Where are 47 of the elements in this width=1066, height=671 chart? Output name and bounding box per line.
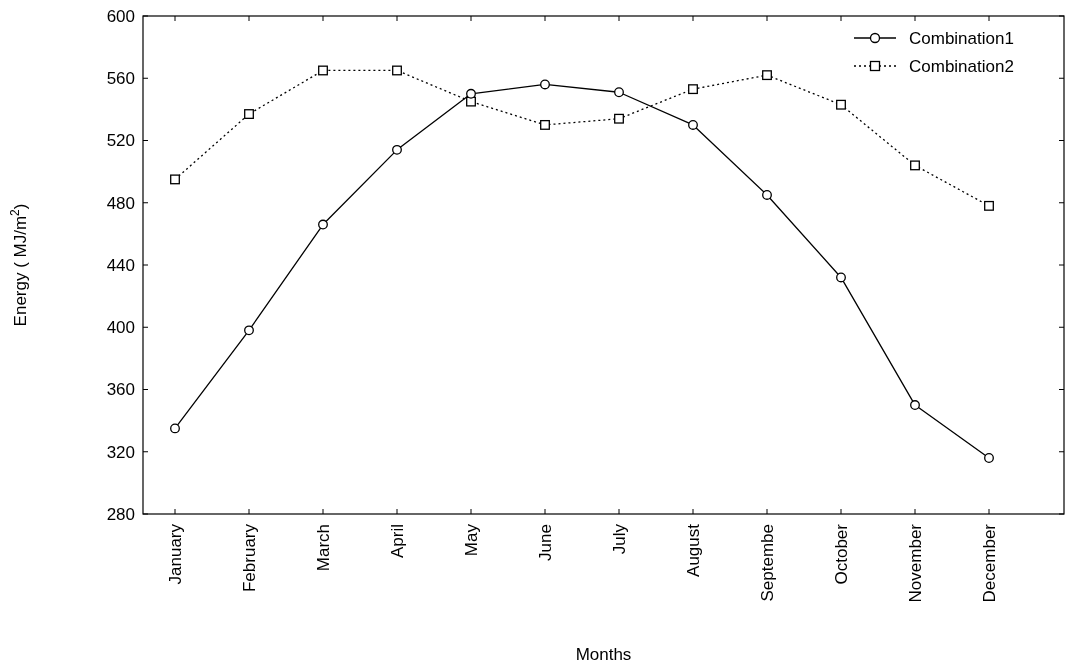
y-tick-label: 320 [106,442,135,462]
point [318,65,328,76]
point [466,88,476,99]
point [762,70,772,81]
y-tick-label: 520 [106,131,135,151]
x-tick-label: February [239,523,259,593]
point [984,453,994,463]
x-tick-label: Septembe [757,524,777,602]
point [984,200,994,211]
point [540,79,550,90]
point [688,84,698,95]
point [688,119,698,130]
y-tick-label: 600 [106,6,135,26]
point [244,109,254,119]
point [170,174,180,185]
y-tick-label: 400 [106,318,135,338]
point [762,190,772,200]
point [614,87,624,98]
x-tick-label: August [683,523,703,577]
y-tick-label: 560 [106,69,135,89]
x-tick-label: November [905,523,925,603]
point [910,160,920,171]
x-tick-label: January [165,523,185,585]
point [836,99,846,110]
point [318,219,328,230]
x-axis-title: Months [575,645,632,664]
legend-label: Combination2 [909,56,1014,76]
legend-label: Combination1 [909,28,1014,48]
x-tick-label: April [387,524,407,559]
y-tick-label: 480 [106,193,135,213]
point [614,113,624,124]
point [392,144,402,155]
point [392,65,402,76]
x-tick-label: December [979,523,999,603]
point [910,400,920,411]
point [836,272,846,283]
y-tick-label: 440 [106,255,135,275]
x-tick-label: October [831,523,851,585]
x-tick-label: July [609,523,629,555]
x-tick-label: March [313,524,333,572]
y-tick-label: 280 [106,504,135,524]
point [170,423,180,434]
point [540,119,550,130]
y-tick-label: 360 [106,380,135,400]
x-tick-label: June [535,524,555,561]
x-tick-label: May [461,523,481,557]
point [244,325,254,336]
